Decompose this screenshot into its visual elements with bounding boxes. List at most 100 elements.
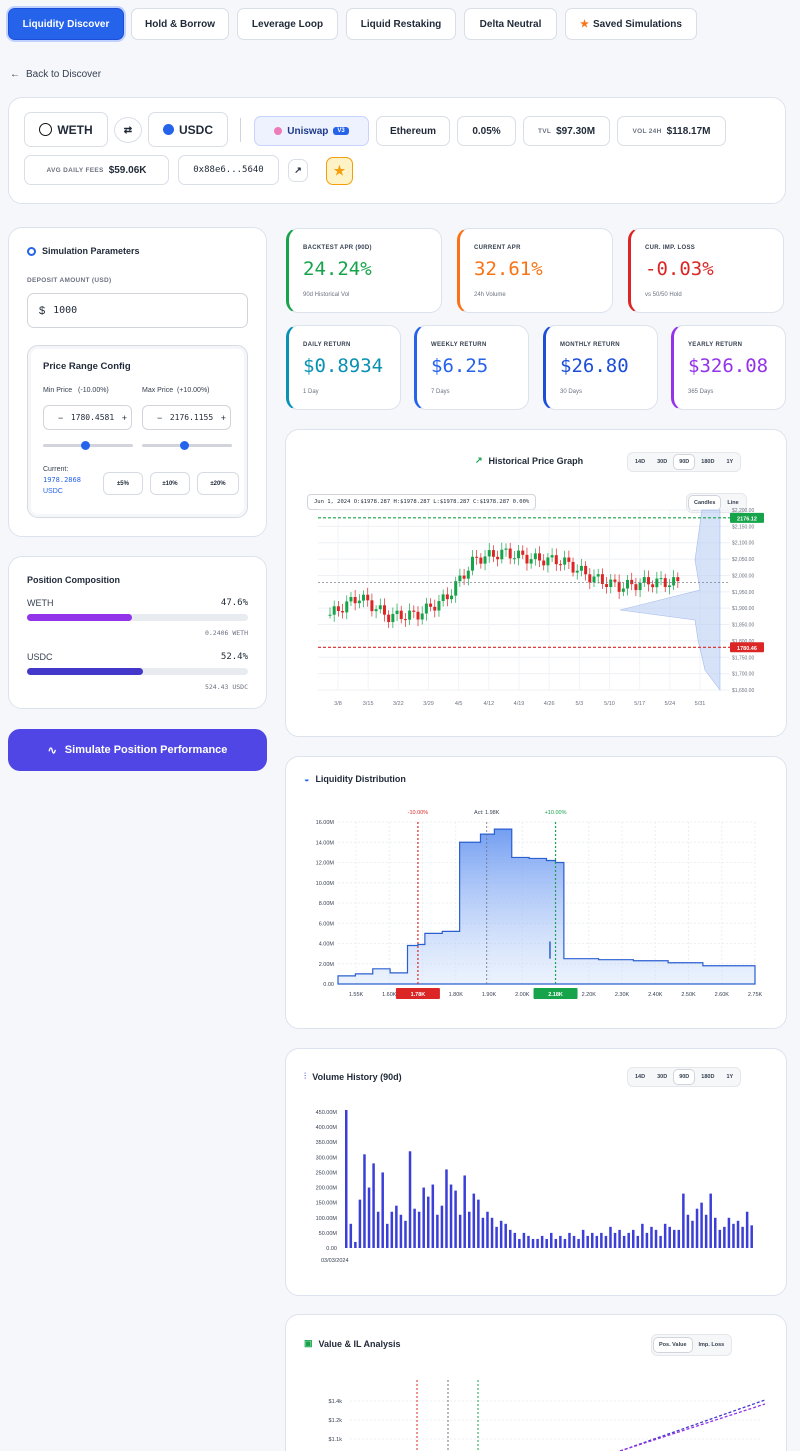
candle <box>525 554 529 564</box>
range-option[interactable]: 30D <box>657 1074 668 1080</box>
save-favorite-button[interactable]: ★ <box>326 157 353 185</box>
max-price-tag: 2.18K <box>548 992 563 998</box>
volume-bar <box>408 1151 412 1248</box>
x-tick-label: 3/29 <box>423 701 434 707</box>
x-tick-label: 2.50K <box>681 992 696 998</box>
range-option[interactable]: 1Y <box>726 1074 734 1080</box>
external-link-button[interactable]: ↗ <box>288 159 308 182</box>
pool-address[interactable]: 0x88e6...5640 <box>178 155 279 185</box>
y-tick-label: 400.00M <box>316 1125 338 1131</box>
swap-tokens-button[interactable]: ⇄ <box>114 117 142 143</box>
simulate-button[interactable]: ∿ Simulate Position Performance <box>8 729 267 771</box>
back-link[interactable]: ← Back to Discover <box>10 69 102 80</box>
x-tick-label: 2.40K <box>648 992 663 998</box>
range-option[interactable]: 90D <box>674 455 695 469</box>
stat-subtitle: 1 Day <box>303 389 319 395</box>
dex-badge[interactable]: Uniswap V3 <box>254 116 369 146</box>
candle <box>605 584 609 588</box>
candle <box>328 614 332 616</box>
tab-saved-simulations[interactable]: ★ Saved Simulations <box>565 8 697 40</box>
range-option[interactable]: 30D <box>657 459 668 465</box>
range-option[interactable]: Line <box>727 500 739 506</box>
stat-title: DAILY RETURN <box>303 342 351 348</box>
range-option[interactable]: Pos. Value <box>654 1338 692 1352</box>
volume-bar <box>490 1217 494 1248</box>
range-option[interactable]: 1Y <box>726 459 734 465</box>
tab-leverage-loop[interactable]: Leverage Loop <box>237 8 338 40</box>
volume-bar <box>358 1199 362 1248</box>
droplet-icon: ◒ <box>304 774 310 784</box>
candle <box>638 582 642 591</box>
candle <box>588 574 592 583</box>
candle <box>399 610 403 620</box>
range-option[interactable]: 90D <box>674 1070 695 1084</box>
x-tick-label: 1.80K <box>449 992 464 998</box>
volume-bar <box>613 1232 617 1248</box>
candle <box>630 579 634 585</box>
tab-liquidity-discover[interactable]: Liquidity Discover <box>8 8 124 40</box>
range-option[interactable]: Candles <box>689 496 721 510</box>
range-option[interactable]: 14D <box>635 1074 646 1080</box>
current-tag: Act: 1.98K <box>474 810 500 816</box>
liquidity-area <box>337 828 756 985</box>
range-option[interactable]: 180D <box>701 459 715 465</box>
range-option[interactable]: 180D <box>701 1074 715 1080</box>
volume-bar <box>386 1223 389 1248</box>
decrement-button[interactable]: − <box>157 412 163 423</box>
candle <box>441 594 445 602</box>
tab-delta-neutral[interactable]: Delta Neutral <box>464 8 557 40</box>
preset-button[interactable]: ±10% <box>150 472 190 495</box>
preset-button[interactable]: ±5% <box>103 472 143 495</box>
decrement-button[interactable]: − <box>58 412 64 423</box>
volume-bar <box>527 1235 530 1248</box>
range-option[interactable]: Imp. Loss <box>698 1342 725 1348</box>
y-tick-label: $1,700.00 <box>732 672 754 678</box>
composition-bar-fill <box>27 614 133 621</box>
candle <box>408 610 412 620</box>
y-tick-label: 350.00M <box>316 1140 338 1146</box>
range-option[interactable]: 14D <box>635 459 646 465</box>
volume-bar <box>632 1229 635 1248</box>
volume-bar <box>495 1226 498 1248</box>
tab-liquid-restaking[interactable]: Liquid Restaking <box>346 8 456 40</box>
start-date: 03/03/2024 <box>321 1258 349 1264</box>
volume-bar <box>691 1220 694 1248</box>
volume-chart-card <box>285 1048 787 1296</box>
candle <box>437 601 441 611</box>
depth-area <box>619 509 721 691</box>
candle <box>387 614 391 623</box>
increment-button[interactable]: + <box>220 412 226 423</box>
increment-button[interactable]: + <box>121 412 127 423</box>
stat-card: YEARLY RETURN $326.08 365 Days <box>671 325 786 410</box>
max-price-slider[interactable] <box>142 441 232 450</box>
volume-bar <box>550 1232 553 1248</box>
activity-icon: ∿ <box>47 744 57 757</box>
composition-pct: 47.6% <box>220 598 248 608</box>
token1-selector[interactable]: USDC <box>148 112 228 147</box>
preset-button[interactable]: ±20% <box>197 472 239 495</box>
min-price-slider[interactable] <box>43 441 133 450</box>
volume-bar <box>445 1169 448 1248</box>
composition-amount: 0.2406 WETH <box>204 629 248 637</box>
volume-bar <box>367 1187 371 1248</box>
candle <box>655 578 659 588</box>
composition-token: WETH <box>27 598 54 608</box>
max-price-input[interactable]: − 2176.1155 + <box>142 405 231 430</box>
candle <box>533 553 537 560</box>
candle <box>374 609 378 612</box>
max-price-tag-bg <box>533 988 578 999</box>
volume-bar <box>472 1193 476 1248</box>
x-tick-label: 2.75K <box>748 992 763 998</box>
deposit-input[interactable]: $ 1000 <box>27 293 248 328</box>
volume-bar <box>600 1232 603 1248</box>
stat-subtitle: vs 50/50 Hold <box>645 292 682 298</box>
token0-selector[interactable]: WETH <box>24 112 108 147</box>
candle <box>621 588 625 592</box>
volume-bar <box>563 1238 567 1248</box>
candle <box>563 557 567 565</box>
tab-hold-borrow[interactable]: Hold & Borrow <box>131 8 229 40</box>
candle <box>504 548 508 550</box>
arrow-left-icon: ← <box>10 69 20 80</box>
candle <box>378 605 382 610</box>
min-price-input[interactable]: − 1780.4581 + <box>43 405 132 430</box>
